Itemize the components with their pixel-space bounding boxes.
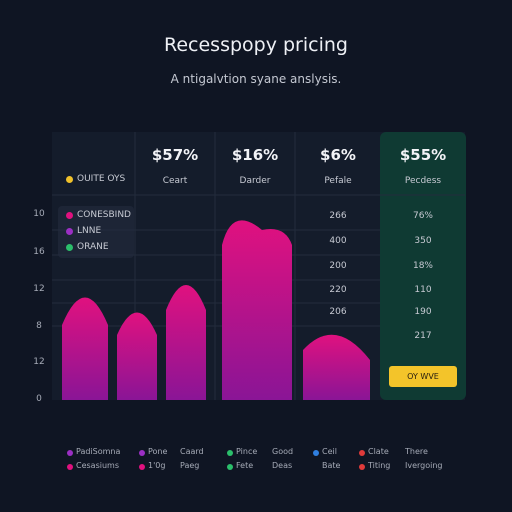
footer-label: There [405, 447, 428, 456]
footer-dot [139, 450, 145, 456]
footer-label: Pince [236, 447, 258, 456]
legend-label: ORANE [77, 242, 109, 252]
highlight-column [380, 132, 466, 400]
footer-label: Ivergoing [405, 461, 443, 470]
legend-dot [66, 228, 73, 235]
cell: 76% [412, 211, 433, 221]
cell: 200 [329, 261, 347, 271]
cell: 217 [414, 331, 432, 341]
y-label: 16 [33, 247, 45, 257]
column-name: Ceart [162, 176, 188, 186]
title: Recesspopy pricing [164, 34, 348, 56]
bar [303, 334, 370, 400]
footer-dot [67, 450, 73, 456]
column-name: Pefale [324, 176, 352, 186]
footer-dot [227, 450, 233, 456]
column-name: Pecdess [404, 176, 442, 186]
cell: 206 [329, 307, 347, 317]
column-price: $16% [231, 146, 279, 164]
column-name: Darder [239, 176, 271, 186]
legend-dot [66, 244, 73, 251]
footer-label: Fete [236, 461, 254, 470]
footer-label: PadiSomna [76, 447, 121, 456]
bar [222, 220, 292, 400]
y-label: 0 [36, 394, 42, 404]
footer-label: Pone [148, 447, 168, 456]
footer-label: Good [272, 447, 294, 456]
bar [62, 297, 108, 400]
footer-label: Caard [180, 447, 204, 456]
column-price: $55% [399, 146, 447, 164]
cell: 190 [414, 307, 432, 317]
cell: 266 [329, 211, 347, 221]
cell: 220 [329, 285, 347, 295]
subtitle: A ntigalvtion syane anslysis. [170, 72, 342, 86]
legend-label: LNNE [77, 226, 102, 236]
footer-dot [67, 464, 73, 470]
y-label: 12 [33, 284, 45, 294]
cta-button[interactable]: OY WVE [389, 366, 457, 387]
footer-label: Cesasiums [76, 461, 119, 470]
footer-dot [359, 464, 365, 470]
cell: 18% [412, 261, 433, 271]
legend-dot [66, 212, 73, 219]
legend-label: CONESBIND [77, 210, 131, 220]
cell: 110 [414, 285, 432, 295]
column-price: $6% [320, 146, 356, 164]
footer-label: Titing [368, 461, 391, 470]
dot [66, 176, 73, 183]
row-label: OUITE OYS [77, 174, 126, 184]
column-price: $57% [151, 146, 199, 164]
bar [166, 285, 206, 400]
footer-label: Ceil [322, 447, 337, 456]
footer-label: Clate [368, 447, 389, 456]
y-label: 8 [36, 321, 42, 331]
footer-label: Paeg [180, 461, 200, 470]
footer-label: 1'0g [148, 461, 166, 470]
bar [117, 312, 157, 400]
footer-dot [227, 464, 233, 470]
footer-dot [359, 450, 365, 456]
footer-dot [313, 450, 319, 456]
footer-dot [139, 464, 145, 470]
y-label: 12 [33, 357, 45, 367]
cell: 350 [414, 236, 432, 246]
footer-label: Bate [322, 461, 341, 470]
y-label: 10 [33, 209, 45, 219]
cell: 400 [329, 236, 347, 246]
footer-label: Deas [272, 461, 293, 470]
